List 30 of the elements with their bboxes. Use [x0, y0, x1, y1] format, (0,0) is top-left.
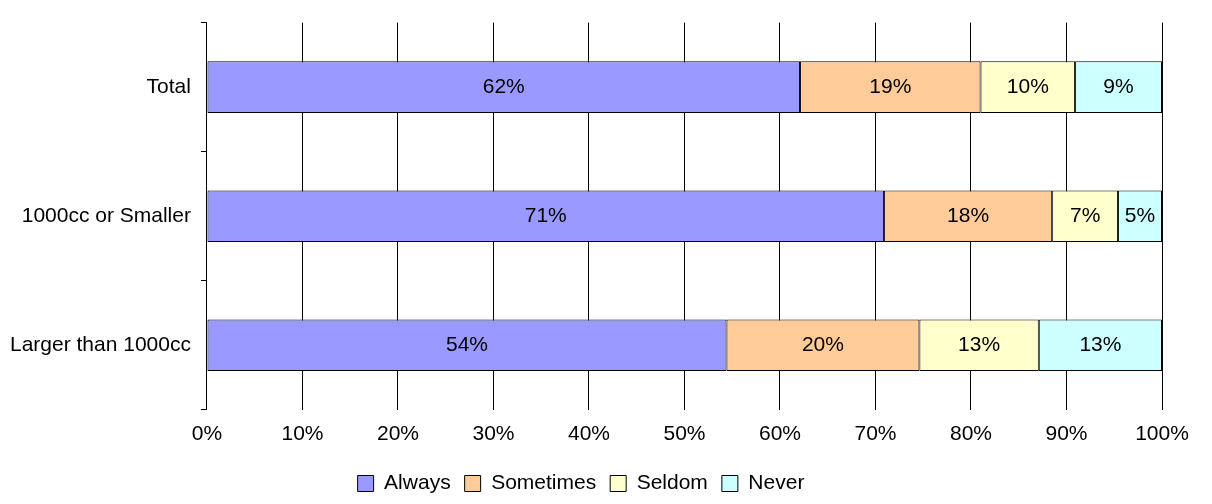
y-tick-label: Total [146, 73, 191, 97]
x-tick-label: 10% [281, 421, 324, 445]
x-tick-label: 0% [191, 421, 223, 445]
x-tick-label: 70% [854, 421, 897, 445]
data-label: 13% [958, 332, 1001, 356]
data-label: 62% [482, 73, 525, 97]
y-tick-label: 1000cc or Smaller [21, 203, 191, 226]
x-tick-label: 60% [758, 421, 801, 445]
y-tick-label: Larger than 1000cc [9, 332, 191, 356]
x-tick-label: 80% [949, 421, 993, 445]
x-tick-label: 100% [1135, 421, 1189, 445]
x-tick-label: 30% [472, 421, 515, 445]
data-label: 5% [1124, 203, 1156, 226]
legend-label: Never [748, 470, 805, 494]
legend-label: Always [384, 470, 451, 494]
data-label: 71% [524, 203, 567, 226]
data-label: 20% [801, 332, 844, 356]
data-label: 10% [1006, 73, 1049, 97]
x-tick-label: 90% [1045, 421, 1088, 445]
data-label: 18% [947, 203, 990, 226]
data-label: 13% [1079, 332, 1122, 356]
data-label: 7% [1069, 203, 1101, 226]
x-tick-label: 50% [663, 421, 706, 445]
data-label: 19% [869, 73, 912, 97]
legend-label: Sometimes [491, 470, 597, 494]
data-label: 9% [1103, 73, 1134, 97]
x-tick-label: 40% [567, 421, 610, 445]
x-tick-label: 20% [376, 421, 419, 445]
data-label: 54% [445, 332, 488, 356]
legend-label: Seldom [636, 470, 708, 494]
